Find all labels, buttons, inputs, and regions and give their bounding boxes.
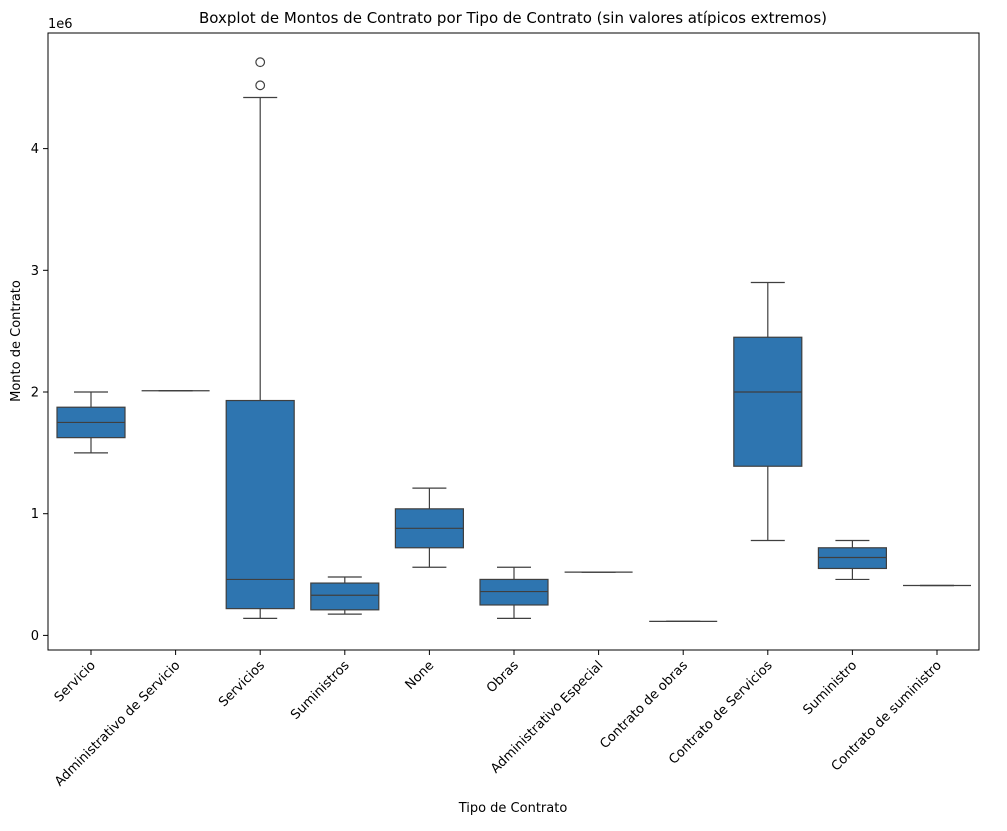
outlier-point — [255, 57, 266, 68]
x-tick-label: Contrato de obras — [597, 658, 691, 752]
y-tick-label: 3 — [31, 264, 39, 279]
chart-title: Boxplot de Montos de Contrato por Tipo d… — [199, 9, 827, 27]
x-tick-label: Servicio — [52, 658, 99, 705]
x-tick-label: Suministros — [288, 658, 353, 723]
y-tick-label: 1 — [31, 507, 39, 522]
x-tick-label: Suministro — [800, 658, 860, 718]
y-tick-label: 2 — [31, 386, 39, 401]
box-body — [817, 547, 888, 570]
axes-frame — [47, 32, 980, 651]
x-tick-label: Obras — [484, 658, 522, 696]
box-body — [479, 578, 549, 606]
y-axis-offset-text: 1e6 — [48, 17, 73, 32]
x-axis-label: Tipo de Contrato — [458, 801, 568, 816]
y-axis-label: Monto de Contrato — [9, 280, 24, 402]
y-tick-label: 4 — [31, 142, 39, 157]
outlier-point — [255, 80, 266, 91]
box-body — [310, 582, 380, 611]
box-body — [225, 399, 295, 610]
x-tick-label: None — [403, 658, 438, 693]
y-tick-label: 0 — [31, 629, 39, 644]
box-body — [733, 336, 803, 467]
x-tick-label: Servicios — [216, 658, 268, 710]
